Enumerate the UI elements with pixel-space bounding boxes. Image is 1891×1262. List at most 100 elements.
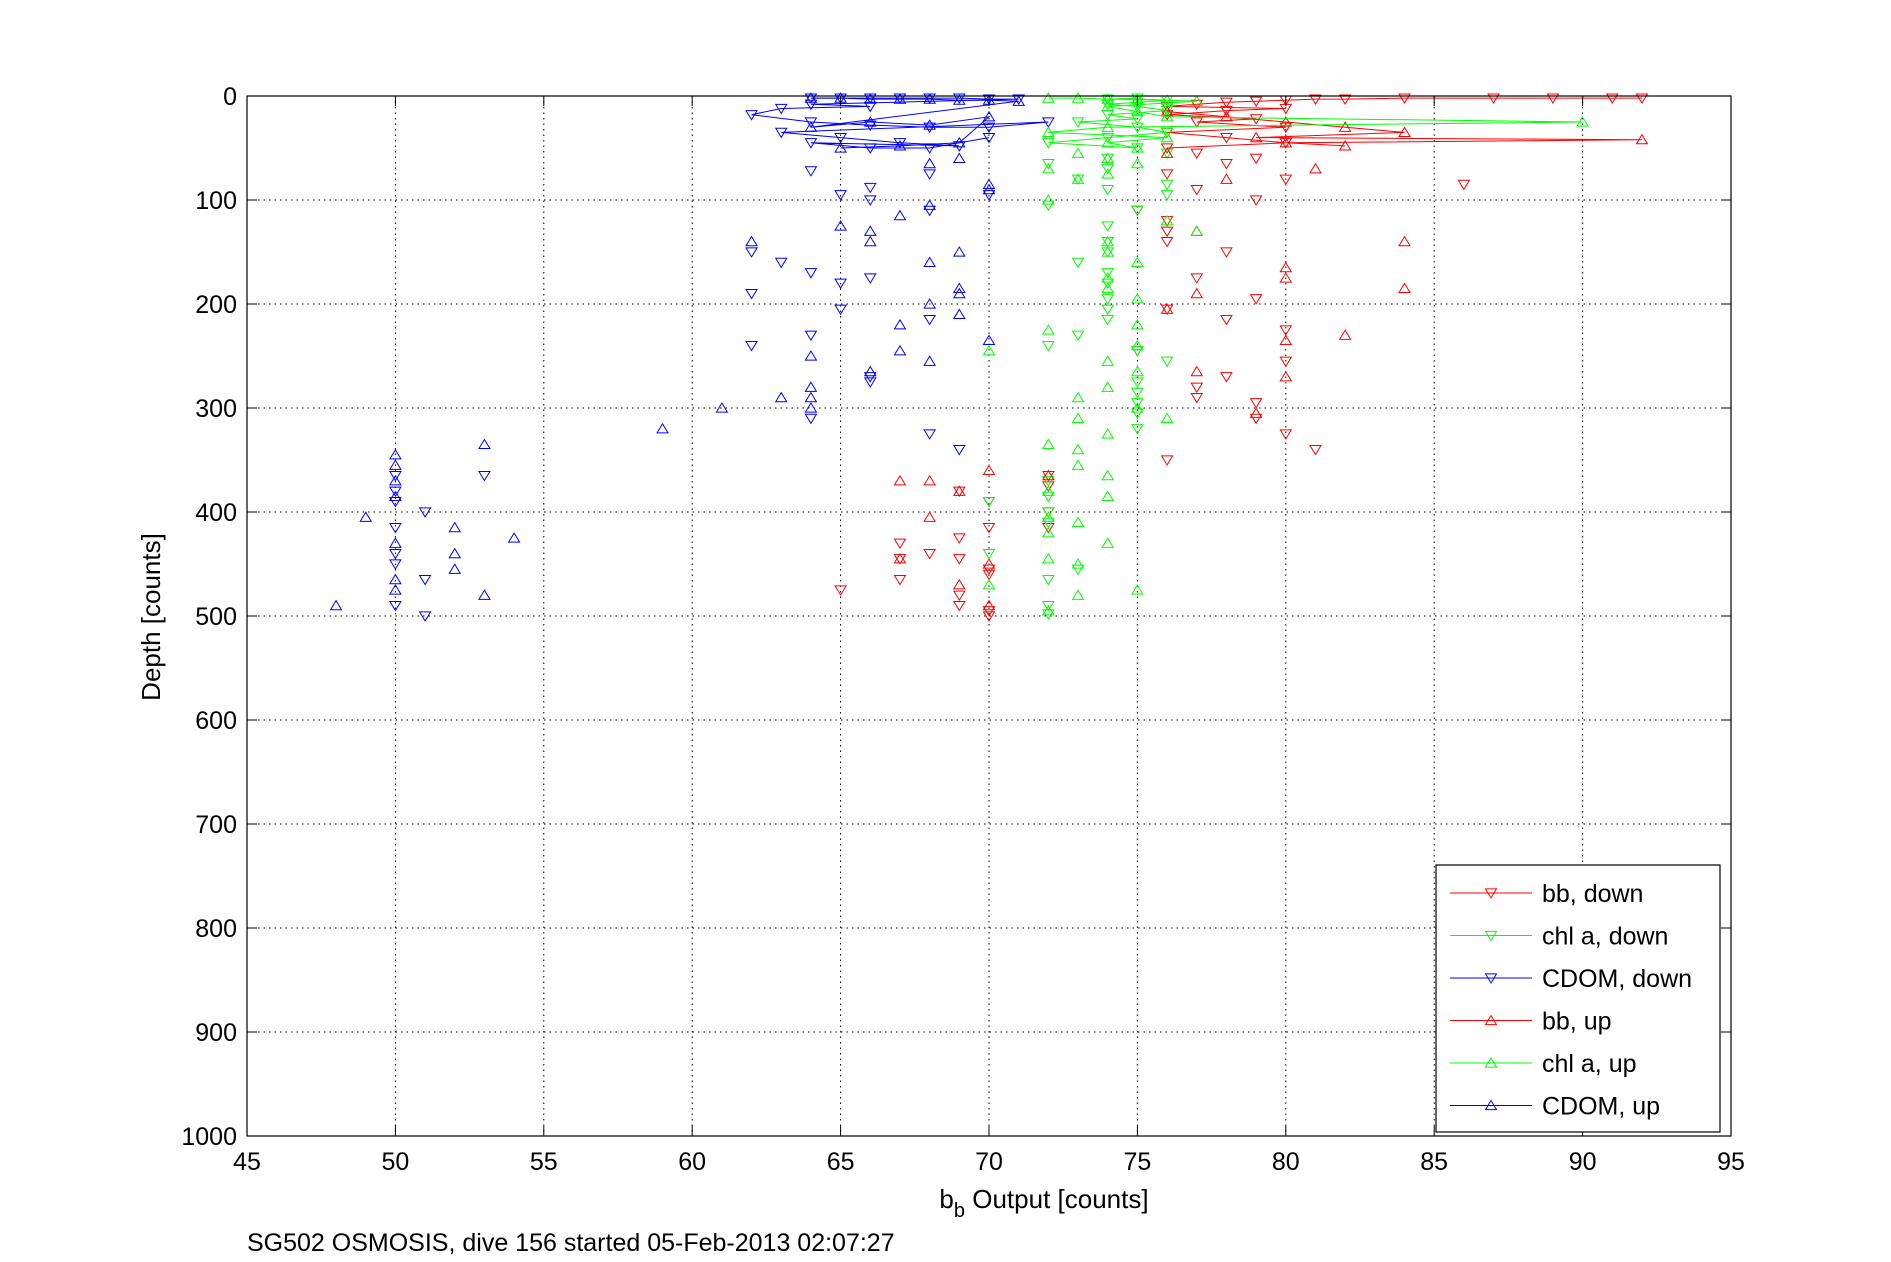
data-point: [834, 132, 847, 144]
data-point: [448, 547, 462, 559]
y-tick-label: 200: [195, 291, 237, 319]
data-point: [982, 606, 996, 617]
data-point: [1190, 365, 1204, 377]
data-point: [656, 422, 669, 434]
data-point: [1220, 173, 1233, 184]
data-point: [389, 496, 402, 508]
data-point: [1101, 304, 1115, 316]
legend-label: chl a, down: [1542, 923, 1668, 951]
data-point: [389, 459, 402, 470]
data-point: [1279, 356, 1293, 368]
data-point: [1101, 428, 1115, 439]
data-point: [1338, 121, 1352, 132]
data-point: [982, 548, 996, 560]
legend-marker: [1484, 1099, 1498, 1111]
data-point: [1041, 517, 1055, 529]
data-point: [863, 273, 877, 284]
data-point: [1279, 261, 1293, 273]
data-point: [893, 93, 907, 104]
data-point: [1071, 516, 1085, 528]
data-point: [774, 127, 788, 139]
data-point: [1071, 117, 1085, 128]
data-point: [1041, 469, 1055, 481]
x-tick-label: 50: [381, 1148, 409, 1176]
data-point: [952, 485, 966, 496]
data-point: [1220, 314, 1233, 326]
data-point: [863, 182, 877, 194]
legend-marker: [1484, 973, 1498, 984]
data-point: [952, 93, 966, 104]
data-point: [389, 584, 402, 595]
data-point: [1160, 110, 1174, 122]
data-point: [1131, 122, 1144, 134]
data-point: [1131, 256, 1144, 268]
data-point: [804, 166, 818, 177]
data-point: [982, 564, 996, 576]
data-point: [1398, 282, 1411, 294]
data-point: [804, 413, 818, 425]
data-point: [745, 110, 758, 121]
data-point: [804, 381, 818, 392]
data-point: [1338, 140, 1352, 151]
data-point: [1220, 132, 1233, 144]
data-point: [1071, 443, 1085, 455]
data-point: [982, 578, 996, 590]
data-point: [1101, 282, 1115, 294]
data-point: [834, 142, 847, 153]
x-tick-label: 95: [1717, 1148, 1745, 1176]
legend: bb, down chl a, down CDOM, down bb, up chl a…: [1435, 864, 1721, 1133]
data-point: [1279, 334, 1293, 346]
data-point: [1101, 121, 1115, 132]
data-point: [1101, 246, 1115, 257]
data-point: [982, 190, 996, 201]
data-point: [863, 195, 877, 206]
legend-marker: [1484, 888, 1498, 899]
data-point: [1041, 126, 1055, 138]
data-point: [418, 574, 432, 586]
data-point: [923, 355, 937, 366]
data-point: [804, 268, 818, 279]
data-point: [1249, 153, 1263, 165]
data-point: [359, 511, 373, 522]
legend-label: CDOM, up: [1542, 1093, 1660, 1121]
data-point: [923, 314, 937, 326]
data-point: [923, 122, 937, 134]
data-point: [1101, 168, 1115, 179]
data-point: [952, 152, 966, 164]
data-point: [1220, 105, 1233, 117]
data-point: [1279, 136, 1293, 148]
data-point: [893, 318, 907, 330]
data-point: [1131, 142, 1144, 153]
data-point: [1131, 377, 1144, 388]
data-point: [1131, 408, 1144, 420]
data-point: [804, 92, 818, 103]
data-point: [745, 288, 758, 300]
data-point: [1309, 162, 1322, 174]
data-point: [1101, 152, 1115, 164]
data-point: [982, 132, 996, 144]
data-point: [715, 402, 729, 413]
data-point: [863, 377, 877, 388]
legend-marker: [1484, 930, 1498, 942]
data-point: [1160, 236, 1174, 248]
data-point: [923, 199, 937, 210]
data-point: [1160, 190, 1174, 201]
data-point: [1398, 126, 1411, 138]
data-point: [1457, 179, 1471, 191]
series-line: [1167, 97, 1642, 149]
data-point: [982, 334, 996, 346]
data-point: [1101, 314, 1115, 326]
series-line: [810, 97, 1019, 149]
data-point: [1220, 97, 1233, 109]
data-point: [1190, 148, 1204, 160]
data-point: [1041, 194, 1055, 205]
data-point: [982, 569, 996, 581]
legend-item: chl a, down: [1450, 923, 1668, 951]
data-point: [1131, 346, 1144, 357]
data-point: [1101, 184, 1115, 196]
data-point: [1487, 93, 1500, 104]
data-point: [982, 496, 996, 508]
data-point: [1071, 173, 1085, 184]
legend-item: CDOM, down: [1450, 965, 1692, 993]
data-point: [1249, 195, 1263, 206]
